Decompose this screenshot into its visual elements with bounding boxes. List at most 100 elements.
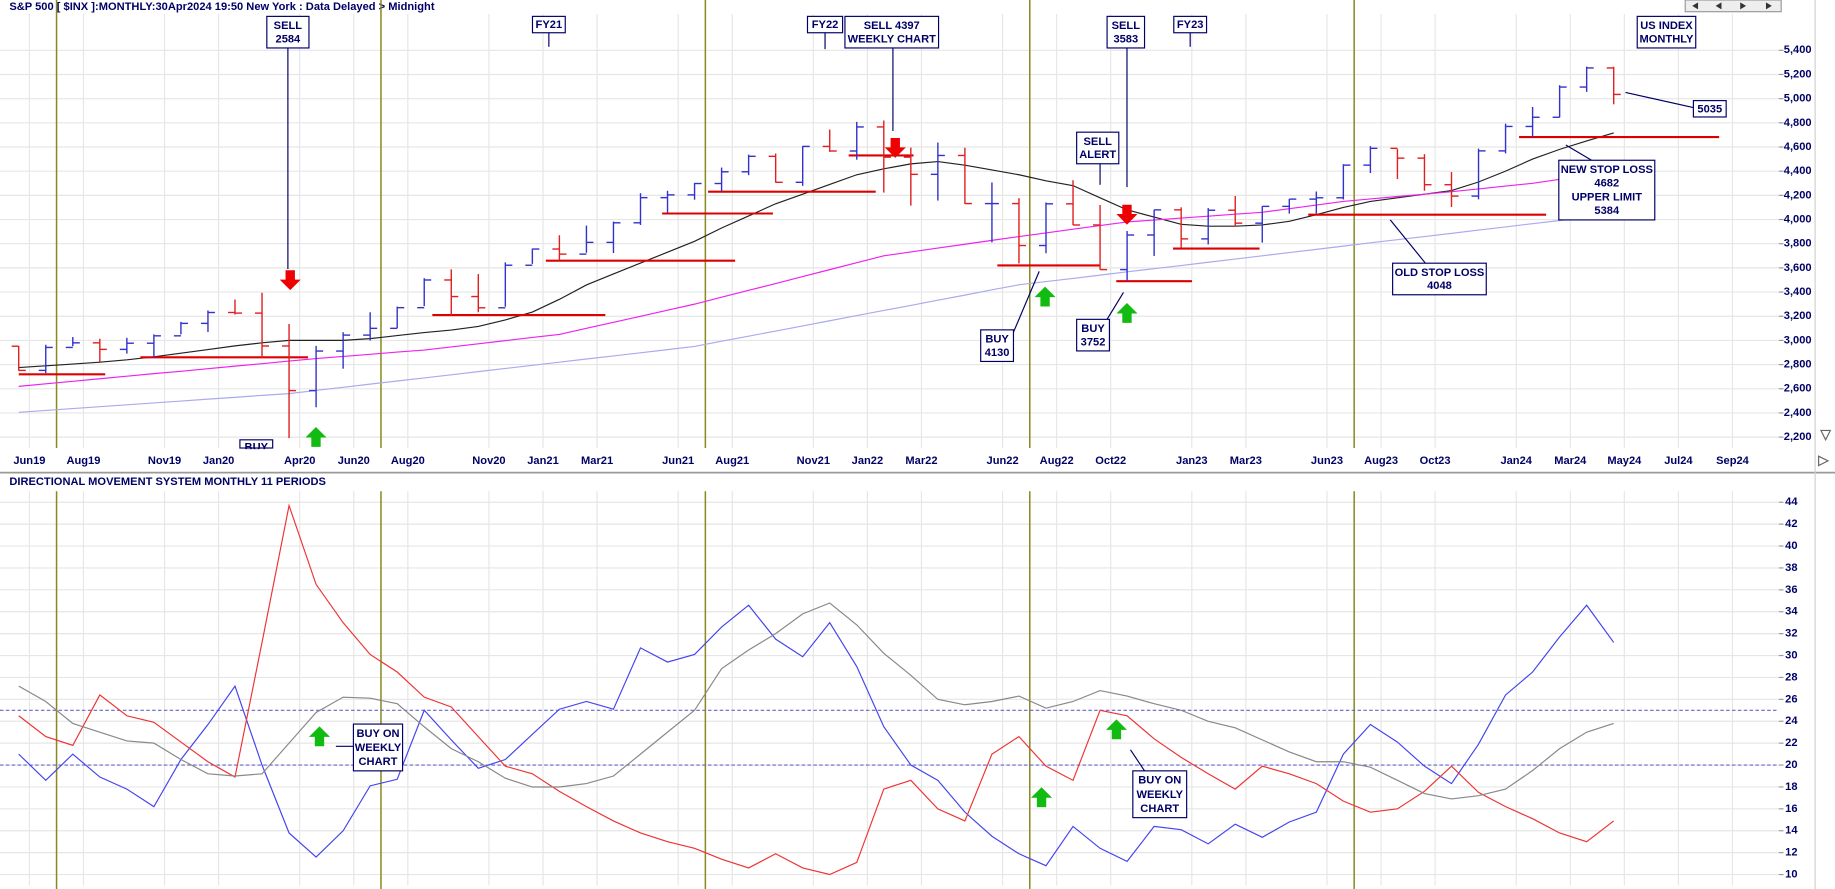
annotation-pointer [1012, 271, 1040, 333]
x-tick-label: Jun23 [1311, 455, 1343, 467]
y-tick-label: 4,000 [1784, 213, 1812, 225]
annotation-pointer [1565, 144, 1592, 161]
nav-last[interactable] [1765, 2, 1772, 10]
annotation-text: CHART [359, 756, 398, 768]
y-tick-label: 12 [1785, 847, 1797, 859]
annotation-box [1132, 770, 1188, 819]
y-tick-label: 3,600 [1784, 262, 1812, 274]
sell-arrow [279, 270, 301, 291]
y-tick-label: 42 [1785, 518, 1797, 530]
x-tick-label: Nov21 [797, 455, 830, 467]
scale-marker [1820, 429, 1832, 442]
annotation-pointer [1106, 292, 1124, 320]
indicator-line [18, 503, 1615, 876]
scroll-marker [1818, 455, 1830, 467]
annotation-pointer [1389, 219, 1426, 264]
y-tick-label: 3,400 [1784, 286, 1812, 298]
x-tick-label: Aug19 [66, 455, 100, 467]
annotation-text: 4048 [1427, 280, 1452, 292]
annotation-text: CHART [1140, 803, 1179, 815]
annotation-text: OLD STOP LOSS [1395, 267, 1485, 279]
y-tick-label: 4,600 [1784, 141, 1812, 153]
nav-prev[interactable] [1715, 2, 1722, 10]
annotation-text: 4682 [1594, 178, 1619, 190]
y-tick-label: 28 [1785, 671, 1797, 683]
x-tick-label: Aug23 [1364, 455, 1398, 467]
x-tick-label: Jun20 [338, 455, 370, 467]
x-tick-label: May24 [1607, 455, 1642, 467]
x-tick-label: Aug21 [715, 455, 749, 467]
x-tick-label: Aug20 [391, 455, 425, 467]
buy-arrow [1031, 787, 1053, 808]
y-tick-label: 5,000 [1784, 93, 1812, 105]
annotation-text: UPPER LIMIT [1572, 191, 1643, 203]
annotation-text: FY21 [536, 19, 563, 31]
annotation-box [844, 15, 940, 49]
annotation-text: 3583 [1113, 33, 1138, 45]
x-tick-label: Jan20 [203, 455, 235, 467]
x-tick-label: Mar24 [1554, 455, 1587, 467]
annotation-text: ALERT [1079, 149, 1116, 161]
annotation-text: BUY ON [1138, 775, 1181, 787]
y-tick-label: 36 [1785, 584, 1797, 596]
annotation-text: 3752 [1081, 336, 1106, 348]
chart-title: S&P 500 [ $INX ]:MONTHLY:30Apr2024 19:50… [9, 1, 434, 13]
y-tick-label: 2,200 [1784, 431, 1812, 443]
panel-edge [228, 449, 287, 457]
annotation-box [1636, 15, 1697, 49]
annotation-text: WEEKLY [1136, 789, 1183, 801]
annotation-text: FY23 [1177, 19, 1204, 31]
y-tick-label: 44 [1785, 496, 1798, 508]
annotation-text: 4130 [985, 347, 1010, 359]
x-tick-label: Jun22 [987, 455, 1019, 467]
annotation-text: SELL 4397 [864, 20, 920, 32]
annotation-text: SELL [274, 20, 303, 32]
y-tick-label: 38 [1785, 562, 1797, 574]
buy-arrow [308, 726, 331, 747]
nav-next[interactable] [1740, 2, 1747, 10]
y-tick-label: 3,000 [1784, 334, 1812, 346]
nav-bar[interactable] [1684, 0, 1782, 13]
y-tick-label: 2,400 [1784, 407, 1812, 419]
annotation-box [1076, 318, 1111, 352]
y-tick-label: 18 [1785, 781, 1797, 793]
y-tick-label: 3,800 [1784, 238, 1812, 250]
annotation-text: SELL [1112, 20, 1141, 32]
annotation-text: MONTHLY [1640, 33, 1695, 45]
x-tick-label: Nov20 [472, 455, 505, 467]
moving-average [18, 213, 1614, 413]
y-tick-label: 14 [1785, 825, 1798, 837]
x-tick-label: Mar21 [581, 455, 613, 467]
buy-arrow [305, 426, 327, 447]
y-tick-label: 22 [1785, 737, 1797, 749]
x-tick-label: Jun19 [13, 455, 45, 467]
y-tick-label: 20 [1785, 759, 1797, 771]
x-tick-label: Mar22 [905, 455, 937, 467]
annotation-pointer [1130, 749, 1146, 772]
y-tick-label: 16 [1785, 803, 1797, 815]
x-tick-label: Apr20 [284, 455, 316, 467]
annotation-text: FY22 [812, 19, 839, 31]
annotation-box [980, 329, 1015, 363]
buy-arrow [1116, 302, 1138, 323]
y-tick-label: 3,200 [1784, 310, 1812, 322]
annotation-text: US INDEX [1640, 20, 1693, 32]
nav-buttons[interactable] [1684, 0, 1782, 13]
nav-first[interactable] [1692, 2, 1699, 10]
annotation-pointer [1625, 91, 1694, 109]
x-tick-label: Mar23 [1230, 455, 1262, 467]
y-tick-label: 2,600 [1784, 383, 1812, 395]
y-tick-label: 24 [1785, 715, 1798, 727]
annotation-text: BUY [245, 441, 269, 453]
x-tick-label: Oct22 [1095, 455, 1126, 467]
annotation-text: SELL [1084, 136, 1113, 148]
annotation-box [239, 439, 274, 449]
x-tick-label: Oct23 [1420, 455, 1451, 467]
annotation-box [1392, 262, 1487, 296]
x-tick-label: Jan23 [1176, 455, 1208, 467]
y-tick-label: 34 [1785, 606, 1798, 618]
y-tick-label: 10 [1785, 868, 1797, 880]
